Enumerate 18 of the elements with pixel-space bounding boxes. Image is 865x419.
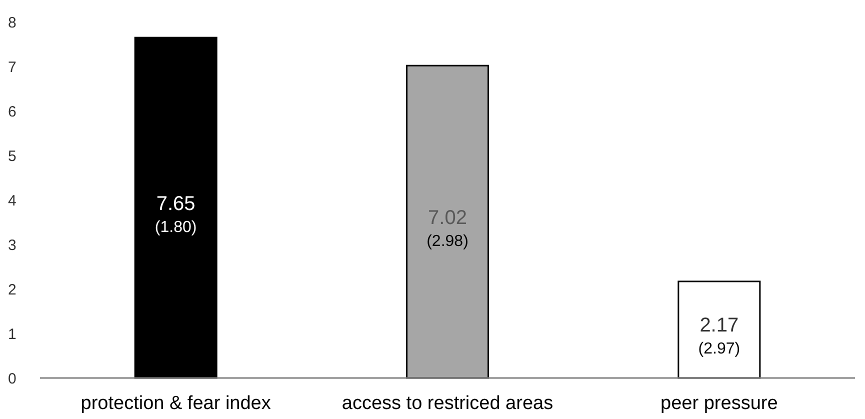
y-tick-label: 8	[8, 14, 16, 32]
y-tick-label: 6	[8, 103, 16, 120]
data-label: 7.02 (2.98)	[426, 206, 468, 250]
x-tick-label: access to restriced areas	[342, 393, 554, 414]
y-tick-label: 4	[8, 192, 16, 210]
bar	[406, 64, 489, 379]
bar	[678, 280, 761, 379]
x-tick-label: peer pressure	[660, 393, 778, 414]
y-tick-label: 7	[8, 58, 16, 76]
bar	[134, 36, 218, 379]
y-tick-label: 0	[8, 370, 16, 388]
y-tick-label: 1	[8, 326, 16, 343]
y-tick-label: 2	[8, 281, 16, 298]
x-tick-label: protection & fear index	[80, 393, 272, 414]
y-tick-label: 5	[8, 148, 16, 165]
data-label: 2.17 (2.97)	[698, 314, 740, 358]
y-tick-label: 3	[8, 236, 16, 254]
data-label: 7.65 (1.80)	[154, 192, 197, 236]
